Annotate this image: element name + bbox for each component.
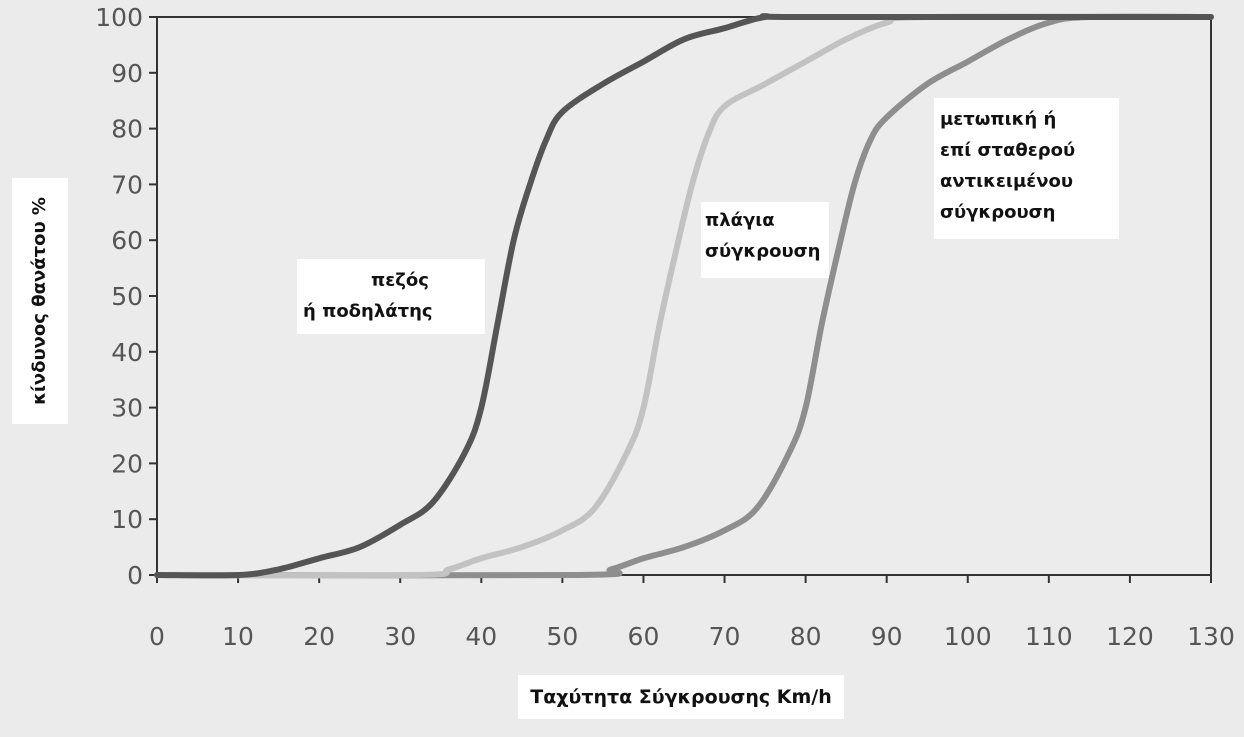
y-tick-label: 50 xyxy=(111,282,143,311)
series-label-line: πλάγια xyxy=(705,210,775,231)
y-tick-label: 80 xyxy=(111,115,143,144)
y-axis-label-box: κίνδυνος θανάτου % xyxy=(12,178,68,424)
series-label-line: μετωπική ή xyxy=(940,109,1057,130)
series-label-side-collision: πλάγια σύγκρουση xyxy=(701,202,829,278)
series-line-pedestrian xyxy=(154,13,1214,579)
x-tick-label: 60 xyxy=(628,622,660,651)
y-tick-label: 70 xyxy=(111,170,143,199)
x-tick-label: 120 xyxy=(1106,622,1154,651)
x-tick-label: 90 xyxy=(871,622,903,651)
series-label-line: επί σταθερού xyxy=(940,140,1076,161)
x-tick-label: 50 xyxy=(546,622,578,651)
series-label-frontal-collision: μετωπική ή επί σταθερού αντικειμένου σύγ… xyxy=(934,98,1119,239)
y-tick-label: 10 xyxy=(111,505,143,534)
x-tick-label: 80 xyxy=(790,622,822,651)
y-tick-label: 60 xyxy=(111,226,143,255)
x-tick-label: 70 xyxy=(709,622,741,651)
x-tick-label: 100 xyxy=(944,622,992,651)
x-tick-label: 20 xyxy=(303,622,335,651)
x-tick-label: 0 xyxy=(149,622,165,651)
y-tick-label: 40 xyxy=(111,338,143,367)
x-tick-label: 40 xyxy=(465,622,497,651)
series-lines xyxy=(154,13,1214,579)
series-line-side-collision xyxy=(154,13,1214,579)
series-label-line: ή ποδηλάτης xyxy=(303,301,433,322)
series-line-frontal-collision xyxy=(154,13,1214,579)
series-label-pedestrian: πεζός ή ποδηλάτης xyxy=(297,259,485,334)
x-tick-label: 110 xyxy=(1025,622,1073,651)
series-label-line: πεζός xyxy=(371,270,429,291)
y-tick-label: 100 xyxy=(95,3,143,32)
y-tick-label: 30 xyxy=(111,394,143,423)
x-tick-label: 130 xyxy=(1187,622,1235,651)
axes: 0 10 20 30 40 50 60 70 80 90 100 0 10 20 30 40 50 60 70 80 9… xyxy=(95,3,1235,651)
y-axis-label: κίνδυνος θανάτου % xyxy=(29,197,50,405)
y-tick-label: 20 xyxy=(111,449,143,478)
y-tick-label: 90 xyxy=(111,59,143,88)
series-label-line: σύγκρουση xyxy=(705,241,821,262)
series-label-line: σύγκρουση xyxy=(940,202,1056,223)
y-tick-label: 0 xyxy=(127,561,143,590)
series-label-line: αντικειμένου xyxy=(940,171,1073,192)
x-tick-label: 30 xyxy=(384,622,416,651)
x-tick-label: 10 xyxy=(222,622,254,651)
x-axis-label: Ταχύτητα Σύγκρουσης Km/h xyxy=(518,675,844,719)
